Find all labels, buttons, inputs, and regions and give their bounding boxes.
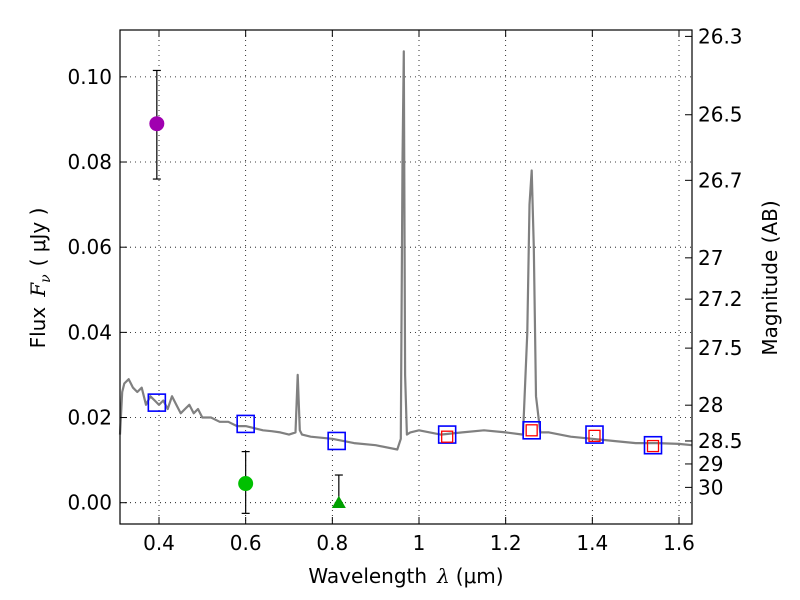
y-tick-label: 0.00	[67, 491, 112, 515]
model-point	[437, 425, 457, 444]
series-layer	[118, 50, 693, 451]
upper-limit-point	[331, 495, 346, 508]
y2-axis-label: Magnitude (AB)	[758, 200, 782, 355]
y2-tick-label: 26.3	[698, 24, 743, 48]
model-point	[327, 431, 346, 451]
marker-layer	[147, 69, 663, 514]
y2-tick-label: 26.5	[698, 103, 743, 127]
x-tick-label: 1.2	[490, 531, 522, 555]
spectrum-line	[118, 50, 693, 451]
y2-tick-label: 28.5	[698, 429, 743, 453]
y-tick-label: 0.06	[67, 235, 112, 259]
grid-layer	[120, 30, 692, 524]
x-tick-label: 0.6	[230, 531, 262, 555]
axis-layer: 0.4 0.6 0.8 1 1.2 1.4 1.6 0.00 0.02 0.04 0.06 0.08 0…	[67, 24, 742, 555]
detection-point	[238, 476, 254, 492]
y-tick-label: 0.02	[67, 406, 112, 430]
model-point	[522, 421, 541, 440]
y2-tick-label: 26.7	[698, 168, 743, 192]
y2-tick-label: 27.5	[698, 336, 743, 360]
y2-tick-label: 30	[698, 475, 723, 499]
y2-tick-label: 28	[698, 393, 723, 417]
y2-tick-label: 27	[698, 246, 723, 270]
x-axis-label: Wavelength λ (μm)	[308, 564, 503, 588]
observed-point	[525, 424, 538, 437]
model-point	[147, 393, 167, 412]
x-tick-label: 1.4	[576, 531, 608, 555]
y-tick-label: 0.10	[67, 65, 112, 89]
y2-tick-label: 29	[698, 452, 723, 476]
y2-tick-label: 27.2	[698, 287, 743, 311]
model-point	[585, 425, 604, 444]
y-tick-label: 0.04	[67, 320, 112, 344]
y-axis-label: FluxFν( μJy )	[26, 208, 54, 349]
plot-frame	[119, 29, 693, 525]
x-tick-label: 1	[413, 531, 426, 555]
observed-point	[588, 429, 601, 442]
x-tick-label: 1.6	[663, 531, 695, 555]
observed-point	[646, 439, 660, 453]
model-point	[236, 414, 255, 434]
y-tick-label: 0.08	[67, 150, 112, 174]
detection-point	[149, 116, 165, 132]
x-tick-label: 0.8	[316, 531, 348, 555]
model-point	[643, 435, 663, 455]
observed-point	[441, 430, 454, 443]
x-tick-label: 0.4	[143, 531, 175, 555]
